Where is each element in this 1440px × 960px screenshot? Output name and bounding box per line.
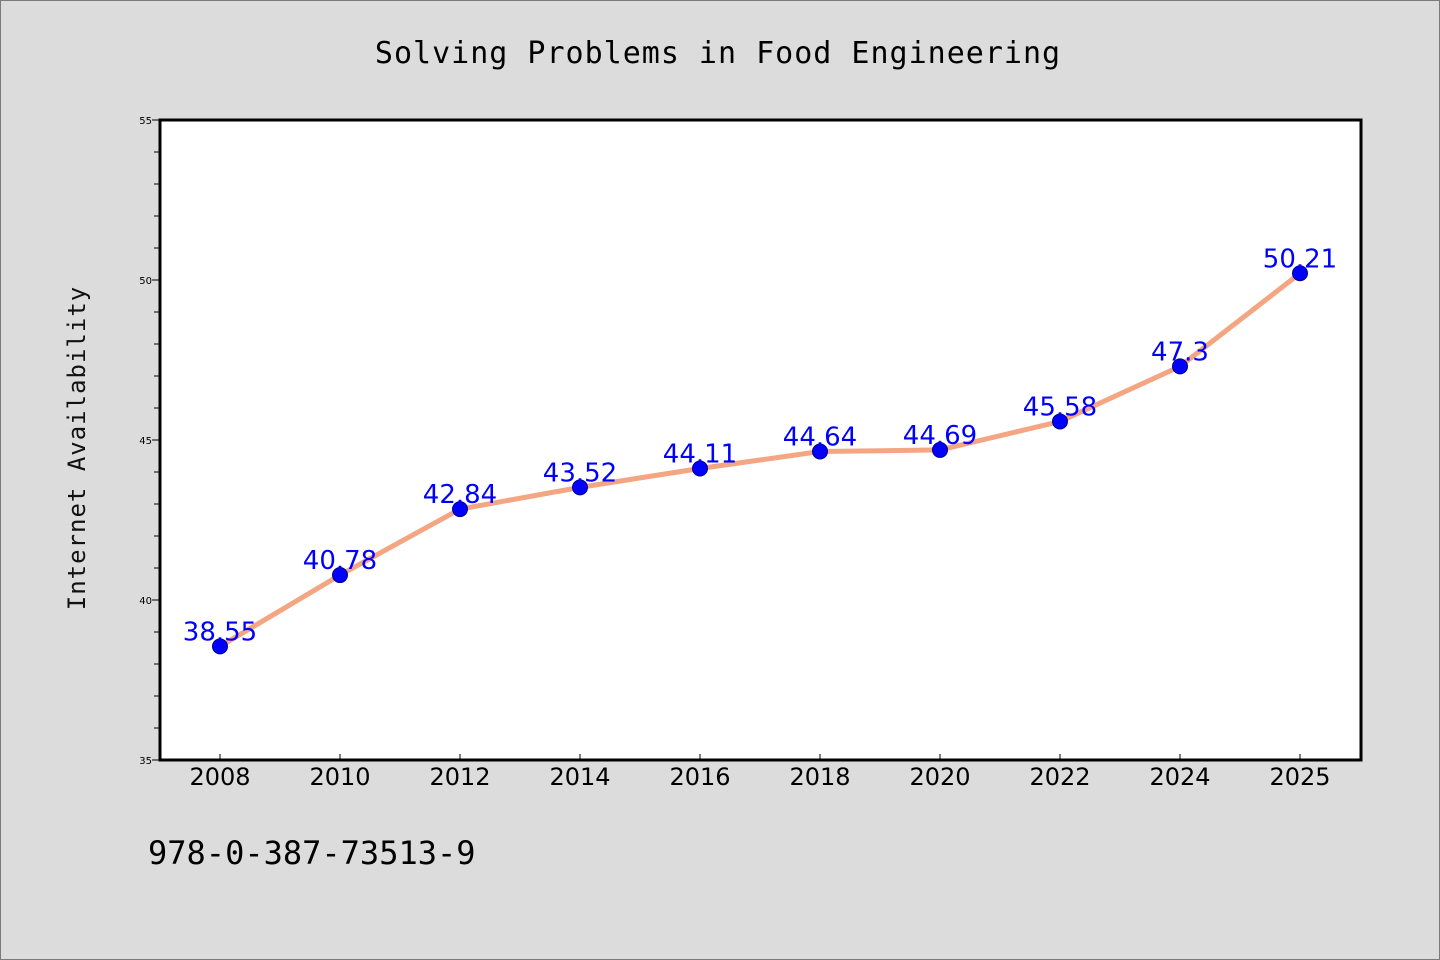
x-tick-label: 2025 <box>1269 763 1330 791</box>
data-label: 45.58 <box>1023 392 1097 422</box>
y-axis: 35 40 45 50 55 <box>139 116 160 767</box>
chart-title: Solving Problems in Food Engineering <box>375 36 1061 71</box>
data-point <box>212 638 228 655</box>
x-tick-label: 2020 <box>909 763 970 791</box>
data-point <box>332 567 348 584</box>
data-point <box>452 501 468 518</box>
x-tick-label: 2018 <box>789 763 850 791</box>
data-point <box>1292 265 1308 282</box>
data-label: 38.55 <box>183 617 257 647</box>
data-label: 42.84 <box>423 480 497 510</box>
y-tick-label: 45 <box>139 436 152 447</box>
x-axis: 2008 2010 2012 2014 2016 2018 2020 2022 2024 2025 <box>189 754 1331 791</box>
data-label: 50.21 <box>1263 244 1337 274</box>
data-point <box>572 479 588 496</box>
data-label: 44.64 <box>783 423 857 453</box>
x-tick-label: 2012 <box>429 763 490 791</box>
data-point <box>692 460 708 477</box>
series-line <box>217 270 1303 649</box>
isbn-text: 978-0-387-73513-9 <box>148 834 476 872</box>
series-points <box>212 265 1308 655</box>
y-axis-label: Internet Availability <box>63 286 91 610</box>
data-point <box>1052 413 1068 430</box>
data-label: 44.69 <box>903 421 977 451</box>
y-tick-label: 35 <box>139 756 152 767</box>
y-tick-label: 55 <box>139 116 152 127</box>
data-label: 47.3 <box>1151 337 1209 367</box>
x-tick-label: 2016 <box>669 763 730 791</box>
data-labels: 38.55 40.78 42.84 43.52 44.11 44.64 44.69 45.58… <box>183 244 1337 647</box>
data-label: 40.78 <box>303 546 377 576</box>
x-tick-label: 2010 <box>309 763 370 791</box>
data-label: 44.11 <box>663 439 737 469</box>
y-tick-label: 50 <box>139 276 152 287</box>
x-tick-label: 2008 <box>189 763 250 791</box>
x-tick-label: 2022 <box>1029 763 1090 791</box>
data-point <box>812 443 828 460</box>
x-tick-label: 2024 <box>1149 763 1210 791</box>
y-tick-label: 40 <box>139 596 152 607</box>
plot-area <box>158 118 1363 762</box>
x-tick-label: 2014 <box>549 763 610 791</box>
data-point <box>1172 358 1188 375</box>
data-point <box>932 441 948 458</box>
data-label: 43.52 <box>543 458 617 488</box>
